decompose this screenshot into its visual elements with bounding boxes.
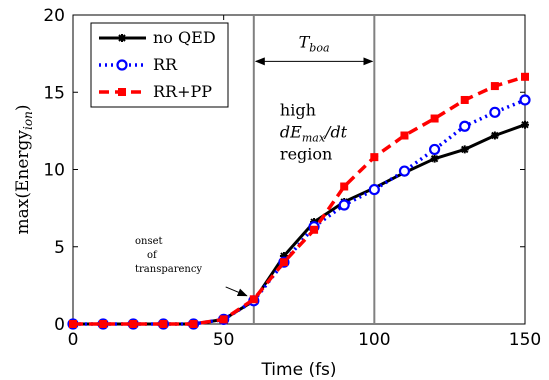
series-2-point-15 xyxy=(521,72,529,81)
series-1-point-10 xyxy=(368,183,380,196)
legend-label-2: RR+PP xyxy=(153,82,212,101)
series-0-point-15 xyxy=(521,120,529,129)
series-1-point-11 xyxy=(398,165,411,177)
y-axis-label-close: ) xyxy=(13,105,33,112)
y-tick-label-3: 15 xyxy=(43,83,65,103)
t-boa-base: T xyxy=(299,32,311,51)
legend-label-0: no QED xyxy=(153,28,216,47)
y-axis-label: max(Energyion) xyxy=(13,105,35,235)
series-2-point-4 xyxy=(189,320,198,328)
y-axis-label-main: max(Energy xyxy=(13,130,33,235)
y-axis-label-sub: ion xyxy=(21,111,35,130)
region-label-sub: max xyxy=(302,131,326,144)
y-tick-label-2: 10 xyxy=(43,161,65,181)
series-2-point-1 xyxy=(99,320,108,328)
series-2-point-12 xyxy=(430,114,439,123)
y-tick-label-0: 0 xyxy=(54,315,65,335)
region-label-rest: /dt xyxy=(323,122,348,141)
region-label-line3: region xyxy=(280,144,332,163)
series-1-point-9 xyxy=(338,199,350,211)
series-1-point-12 xyxy=(429,143,441,156)
legend-label-1: RR xyxy=(153,55,178,74)
x-axis-label: Time (fs) xyxy=(260,360,336,380)
region-label-d: dE xyxy=(280,122,302,141)
series-2-point-5 xyxy=(219,315,228,324)
series-0-point-14 xyxy=(490,131,499,140)
x-tick-label-1: 50 xyxy=(213,330,235,350)
series-2-point-3 xyxy=(159,320,168,328)
series-1-point-15 xyxy=(519,94,531,106)
series-2-point-2 xyxy=(129,320,138,328)
y-tick-label-1: 5 xyxy=(54,238,65,258)
series-2-point-14 xyxy=(490,82,499,91)
t-boa-sub: boa xyxy=(309,41,329,54)
y-tick-label-4: 20 xyxy=(43,6,65,26)
x-tick-label-2: 100 xyxy=(358,330,390,350)
series-1-point-14 xyxy=(489,106,501,118)
region-label-line2: dEmax/dt xyxy=(280,122,348,144)
legend-marker-2 xyxy=(118,88,126,96)
series-0-point-7 xyxy=(279,252,288,261)
x-tick-label-3: 150 xyxy=(509,330,541,350)
t-boa-label: Tboa xyxy=(299,32,330,54)
onset-label-0: onset xyxy=(135,236,163,247)
region-label-line1: high xyxy=(280,100,316,119)
series-line-2 xyxy=(73,75,526,326)
series-2-point-6 xyxy=(249,295,258,304)
series-0-point-12 xyxy=(430,154,439,163)
onset-label-1: of xyxy=(147,250,158,261)
series-line-0 xyxy=(73,123,526,326)
series-2-point-13 xyxy=(460,95,469,104)
series-2-point-11 xyxy=(400,131,409,140)
series-2-point-9 xyxy=(340,182,349,191)
series-1-point-13 xyxy=(459,120,471,132)
series-0-point-13 xyxy=(460,145,469,154)
onset-label-2: transparency xyxy=(135,264,202,275)
legend-marker-0 xyxy=(118,34,126,42)
series-2-point-7 xyxy=(279,258,288,267)
series-2-point-0 xyxy=(69,320,77,328)
series-2-point-10 xyxy=(370,153,379,162)
x-tick-label-0: 0 xyxy=(68,330,79,350)
onset-arrow xyxy=(225,286,248,297)
series-2-point-8 xyxy=(310,225,319,234)
legend-marker-1 xyxy=(116,59,128,71)
